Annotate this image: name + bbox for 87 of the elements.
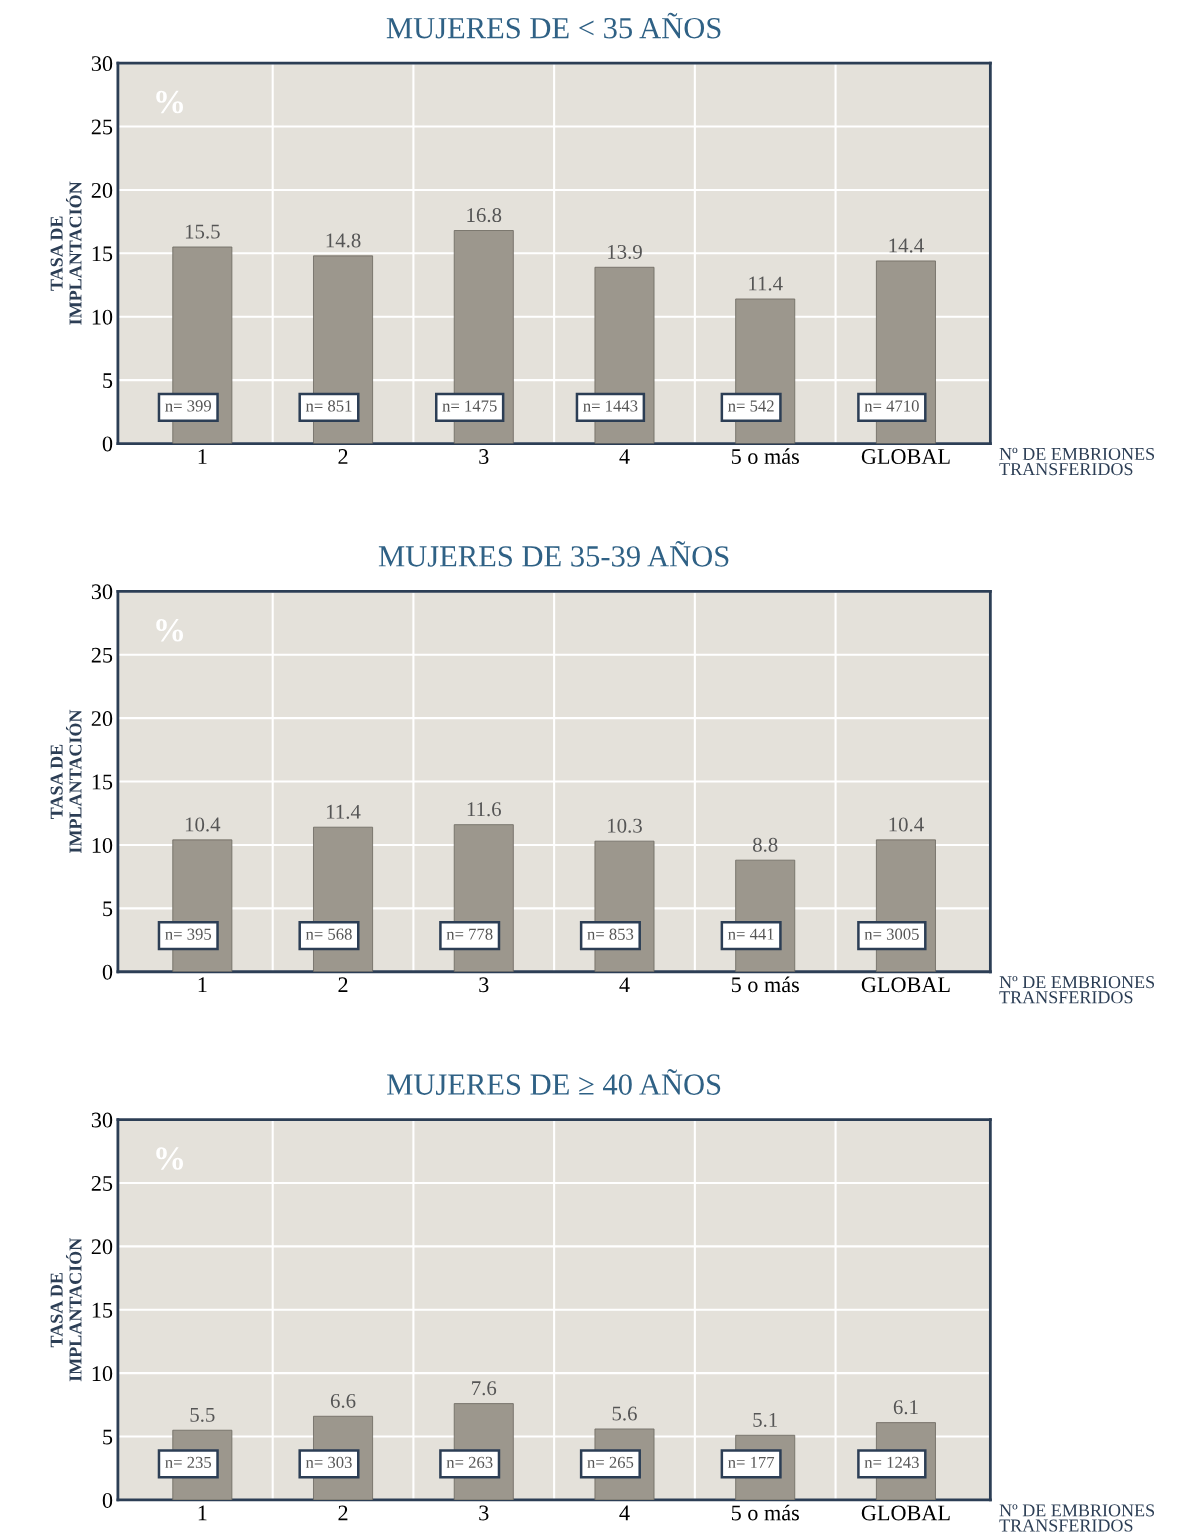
data-label: 6.1 (893, 1400, 918, 1415)
data-label: 5.1 (753, 1412, 777, 1427)
y-tick-label: 25 (91, 1175, 113, 1191)
x-axis-title: Nº DE EMBRIONES TRANSFERIDOS (999, 1504, 1155, 1532)
data-label: 11.4 (749, 276, 783, 291)
annotation: n= 1475 (442, 400, 497, 412)
annotation: n= 395 (165, 928, 212, 940)
y-tick-label: 15 (92, 1302, 113, 1318)
y-axis-title: TASA DE IMPLANTACIÓN (50, 1237, 82, 1382)
annotation: n= 4710 (864, 400, 919, 412)
data-label: 15.5 (185, 224, 220, 239)
y-tick-label: 20 (91, 182, 113, 198)
y-tick-label: 30 (91, 56, 113, 72)
annotation: n= 1243 (864, 1456, 919, 1468)
y-tick-label: 25 (91, 119, 113, 135)
data-label: 10.4 (889, 817, 924, 832)
annotation: n= 177 (728, 1456, 775, 1468)
y-tick-label: 0 (102, 1492, 113, 1508)
annotation: n= 853 (587, 928, 634, 940)
x-tick-label: 5 o más (731, 448, 799, 465)
annotation: % (156, 90, 184, 114)
data-label: 11.4 (327, 804, 361, 819)
y-tick-label: 5 (103, 373, 113, 389)
data-label: 14.4 (889, 238, 924, 253)
x-tick-label: 3 (479, 1505, 489, 1521)
x-tick-label: 5 o más (731, 1504, 799, 1521)
chart-title: MUJERES DE 35-39 AÑOS (378, 540, 729, 567)
x-axis-title: Nº DE EMBRIONES TRANSFERIDOS (999, 976, 1155, 1004)
x-tick-label: 4 (619, 449, 630, 464)
y-tick-label: 15 (92, 774, 113, 790)
chart-title: MUJERES DE < 35 AÑOS (386, 12, 721, 39)
x-tick-label: 5 o más (731, 976, 799, 993)
annotation: n= 303 (305, 1456, 352, 1468)
x-tick-label: 1 (198, 977, 207, 993)
y-tick-label: 5 (103, 901, 113, 917)
y-tick-label: 0 (102, 964, 113, 980)
annotation: n= 441 (728, 928, 774, 940)
x-tick-label: 4 (619, 1505, 630, 1521)
chart-title: MUJERES DE ≥ 40 AÑOS (387, 1069, 721, 1095)
x-axis-title: Nº DE EMBRIONES TRANSFERIDOS (999, 447, 1155, 476)
y-tick-label: 20 (91, 1239, 113, 1255)
x-tick-label: 4 (619, 977, 630, 993)
data-label: 13.9 (608, 244, 642, 259)
annotation: n= 778 (446, 928, 493, 940)
data-label: 6.6 (330, 1393, 356, 1408)
y-tick-label: 10 (92, 837, 113, 853)
x-tick-label: 2 (338, 977, 348, 993)
annotation: n= 3005 (864, 928, 919, 940)
y-tick-label: 30 (91, 1112, 113, 1128)
data-label: 5.6 (612, 1406, 637, 1421)
data-label: 14.8 (326, 233, 361, 248)
x-tick-label: 1 (198, 449, 207, 464)
x-tick-label: GLOBAL (861, 449, 950, 465)
x-tick-label: 1 (198, 1505, 207, 1521)
annotation: n= 542 (728, 400, 774, 412)
x-tick-label: 2 (338, 449, 348, 464)
annotation: n= 399 (165, 400, 212, 412)
data-label: 8.8 (752, 837, 778, 852)
y-axis-title: TASA DE IMPLANTACIÓN (50, 181, 82, 325)
x-tick-label: GLOBAL (861, 1505, 950, 1521)
annotation: n= 265 (587, 1456, 634, 1468)
data-label: 10.4 (185, 817, 221, 832)
x-tick-label: 3 (479, 977, 489, 993)
annotation: % (156, 618, 184, 642)
annotation: n= 1443 (583, 400, 638, 412)
x-tick-label: 3 (479, 449, 489, 465)
y-tick-label: 25 (91, 647, 113, 663)
y-tick-label: 20 (91, 711, 113, 727)
data-label: 16.8 (467, 208, 502, 223)
annotation: n= 568 (305, 928, 352, 940)
y-tick-label: 15 (92, 246, 113, 262)
data-label: 5.5 (190, 1407, 215, 1422)
data-label: 7.6 (472, 1381, 497, 1396)
y-tick-label: 10 (92, 1366, 113, 1382)
data-label: 11.6 (467, 802, 501, 817)
y-axis-title: TASA DE IMPLANTACIÓN (50, 709, 82, 853)
annotation: n= 263 (446, 1456, 493, 1468)
x-tick-label: GLOBAL (861, 977, 950, 993)
annotation: % (156, 1147, 184, 1170)
y-tick-label: 30 (91, 584, 113, 600)
annotation: n= 235 (165, 1456, 212, 1468)
x-tick-label: 2 (338, 1505, 348, 1521)
y-tick-label: 5 (103, 1429, 113, 1445)
y-tick-label: 10 (92, 309, 113, 325)
annotation: n= 851 (305, 400, 352, 412)
data-label: 10.3 (608, 818, 642, 833)
y-tick-label: 0 (102, 436, 113, 452)
